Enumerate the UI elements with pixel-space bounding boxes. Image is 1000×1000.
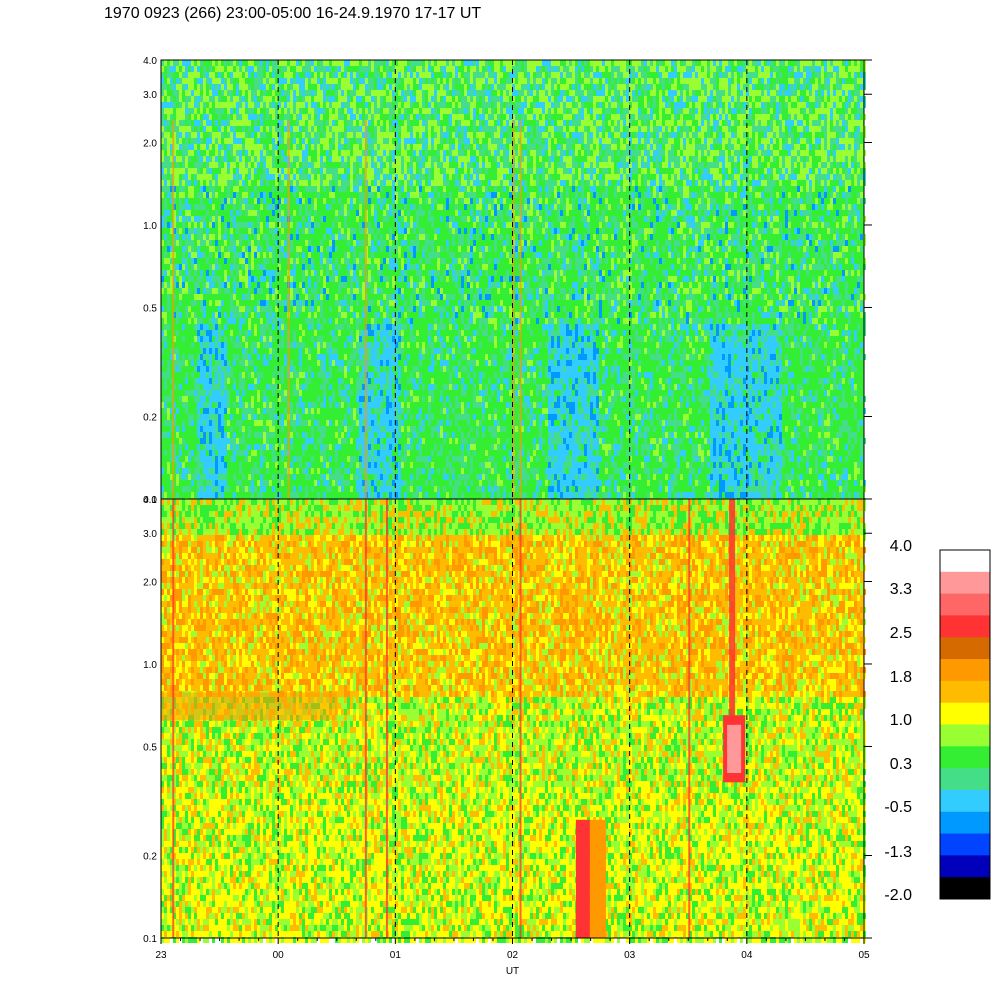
colorbar-swatch [940,790,990,812]
bottom-y-tick-label: 3.0 [143,529,157,540]
x-tick-label: 23 [155,950,167,961]
colorbar-swatch [940,550,990,572]
colorbar-swatch [940,703,990,725]
colorbar-label: -1.3 [884,844,912,861]
colorbar-swatch [940,681,990,703]
bottom-y-tick-label: 4.0 [143,495,157,506]
top-y-tick-label: 1.0 [143,221,157,232]
colorbar-swatch [940,768,990,790]
colorbar-label: 0.3 [890,756,912,773]
colorbar-label: 1.8 [890,669,912,686]
top-y-tick-label: 0.5 [143,303,157,314]
colorbar-label: 2.5 [890,625,912,642]
top-y-tick-label: 0.2 [143,413,157,424]
colorbar-swatch [940,615,990,637]
colorbar-swatch [940,725,990,747]
colorbar-swatch [940,637,990,659]
colorbar-label: 3.3 [890,581,912,598]
x-tick-label: 01 [390,950,402,961]
bottom-y-tick-label: 0.2 [143,852,157,863]
colorbar-swatch [940,572,990,594]
x-tick-label: 05 [858,950,870,961]
colorbar-swatch [940,594,990,616]
x-axis: 23 00 01 02 03 04 05 UT [155,938,870,977]
colorbar-swatch [940,659,990,681]
colorbar-swatch [940,812,990,834]
colorbar-swatch [940,834,990,856]
colorbar-swatch [940,746,990,768]
x-tick-label: 02 [507,950,519,961]
colorbar: 4.0 3.3 2.5 1.8 1.0 0.3 -0.5 -1.3 -2.0 [884,538,990,904]
colorbar-swatch [940,877,990,899]
top-y-tick-label: 3.0 [143,90,157,101]
colorbar-swatch [940,855,990,877]
bottom-y-tick-label: 0.1 [143,934,157,945]
x-axis-label: UT [506,966,519,977]
panel-bottom: 0.1 0.2 0.5 1.0 2.0 3.0 4.0 [143,495,872,945]
top-y-tick-label: 2.0 [143,138,157,149]
top-y-tick-label: 4.0 [143,56,157,67]
x-tick-label: 04 [741,950,753,961]
panel-top: 0.10.20.51.02.03.04.0 [143,56,872,506]
x-tick-label: 03 [624,950,636,961]
colorbar-label: -0.5 [884,799,912,816]
x-tick-label: 00 [273,950,285,961]
colorbar-label: -2.0 [884,887,912,904]
colorbar-label: 1.0 [890,712,912,729]
colorbar-label: 4.0 [890,538,912,555]
bottom-y-tick-label: 1.0 [143,660,157,671]
bottom-y-tick-label: 0.5 [143,742,157,753]
bottom-y-tick-label: 2.0 [143,577,157,588]
